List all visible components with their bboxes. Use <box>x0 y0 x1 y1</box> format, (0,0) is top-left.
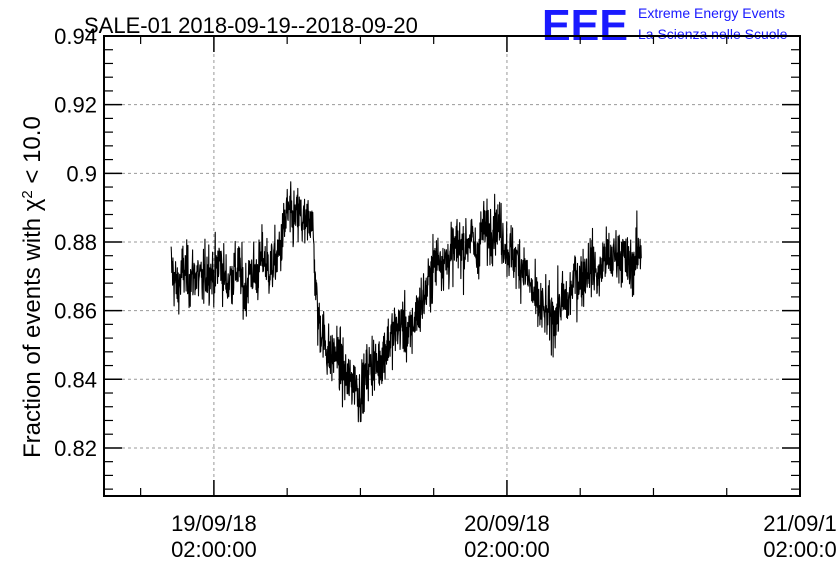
y-tick-labels: 0.82 0.84 0.86 0.88 0.9 0.92 0.94 <box>54 24 97 461</box>
eee-logo-mark: EEE <box>542 1 628 50</box>
y-tick-label: 0.82 <box>54 436 97 461</box>
x-tick-label-date: 19/09/18 <box>171 511 257 536</box>
y-tick-label: 0.92 <box>54 93 97 118</box>
data-layer <box>170 181 642 423</box>
y-tick-label: 0.84 <box>54 367 97 392</box>
x-tick-labels: 19/09/1802:00:0020/09/1802:00:0021/09/10… <box>171 511 836 562</box>
x-tick-label-time: 02:00:0 <box>763 537 836 562</box>
y-axis-title-suffix: < 10.0 <box>19 116 46 190</box>
eee-logo-line1: Extreme Energy Events <box>638 5 785 21</box>
y-axis-title-prefix: Fraction of events with <box>19 211 46 458</box>
eee-logo: EEE Extreme Energy Events La Scienza nel… <box>542 1 788 50</box>
ticks <box>104 35 801 496</box>
y-axis-title: Fraction of events with χ2 < 10.0 <box>19 116 47 458</box>
x-tick-label-time: 02:00:00 <box>171 537 257 562</box>
y-axis-title-superscript: 2 <box>19 190 36 198</box>
chart-title: SALE-01 2018-09-19--2018-09-20 <box>84 13 418 38</box>
plot-frame <box>103 35 801 497</box>
y-tick-label: 0.86 <box>54 299 97 324</box>
y-tick-label: 0.9 <box>66 161 97 186</box>
x-tick-label-time: 02:00:00 <box>464 537 550 562</box>
y-tick-label: 0.88 <box>54 230 97 255</box>
x-tick-label-date: 20/09/18 <box>464 511 550 536</box>
y-tick-label: 0.94 <box>54 24 97 49</box>
y-axis-title-chi: χ <box>19 198 46 211</box>
eee-logo-line2: La Scienza nelle Scuole <box>638 26 788 42</box>
series-line <box>170 181 642 423</box>
x-tick-label-date: 21/09/1 <box>763 511 836 536</box>
